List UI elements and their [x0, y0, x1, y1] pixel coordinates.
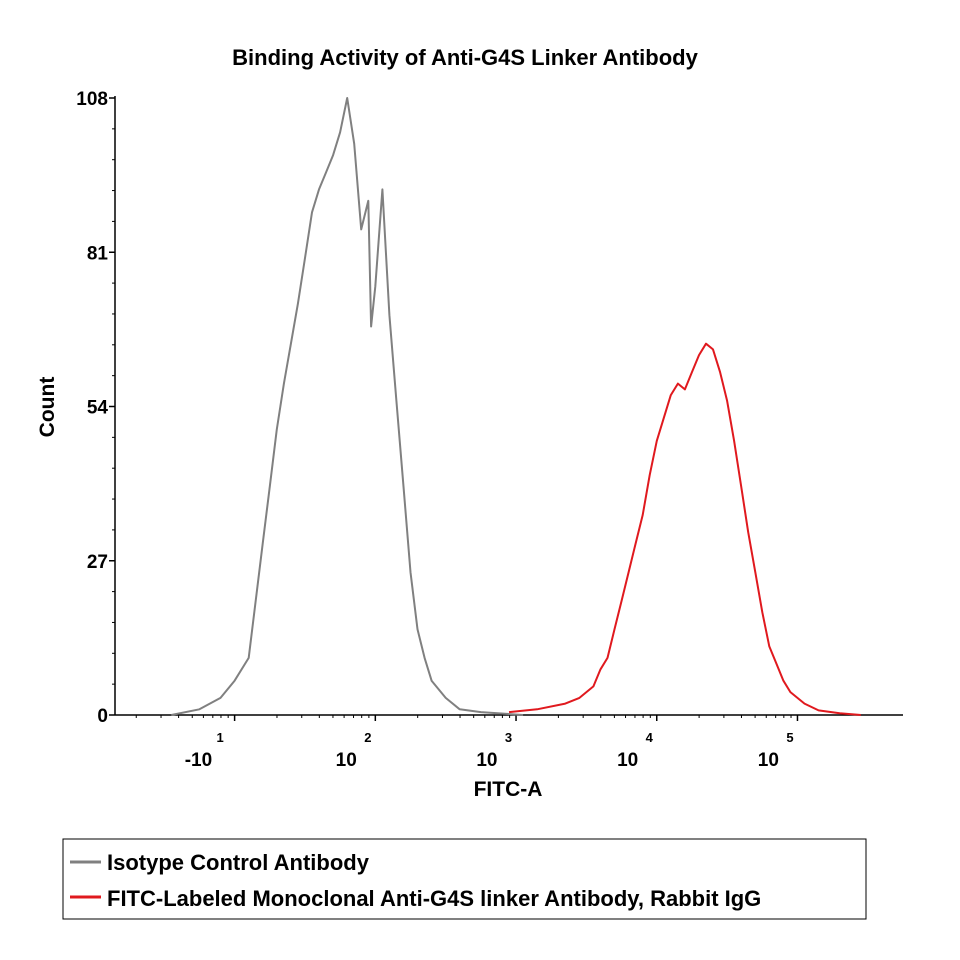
x-tick-label: 10 [476, 750, 497, 771]
legend: Isotype Control Antibody FITC-Labeled Mo… [62, 838, 867, 920]
x-tick-exponent: 4 [646, 730, 654, 745]
x-axis-label: FITC-A [474, 778, 543, 801]
y-tick-label: 0 [97, 706, 108, 727]
y-tick-label: 108 [76, 89, 108, 110]
series-line-isotype [171, 97, 524, 716]
x-tick-exponent: 1 [216, 730, 223, 745]
legend-label-isotype: Isotype Control Antibody [107, 850, 370, 875]
x-tick-label: 10 [617, 750, 638, 771]
x-tick-label: -10 [185, 750, 212, 771]
x-tick-label: 10 [336, 750, 357, 771]
y-tick-label: 27 [87, 552, 108, 573]
x-tick-label: 10 [758, 750, 779, 771]
x-tick-exponent: 2 [364, 730, 371, 745]
y-axis-label: Count [36, 377, 59, 438]
legend-label-fitc: FITC-Labeled Monoclonal Anti-G4S linker … [107, 886, 761, 911]
legend-box [62, 838, 867, 920]
y-tick-label: 81 [87, 243, 109, 264]
x-tick-exponent: 5 [786, 730, 793, 745]
y-tick-label: 54 [87, 398, 109, 419]
chart-title: Binding Activity of Anti-G4S Linker Anti… [232, 45, 698, 70]
series-line-fitc [508, 342, 861, 716]
x-tick-exponent: 3 [505, 730, 512, 745]
plot-area: 0 27 54 81 108 -10 1 10 2 10 3 10 4 10 5 [76, 89, 903, 771]
